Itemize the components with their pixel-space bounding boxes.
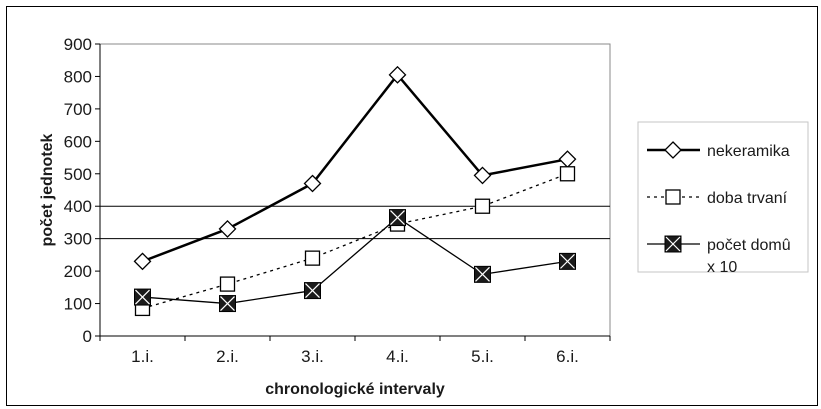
data-point-s3: [559, 252, 576, 270]
data-point-s2: [304, 250, 321, 266]
x-tick-label: 1.i.: [131, 347, 154, 366]
legend-label-3: x 10: [707, 259, 737, 276]
legend-label-3: počet domû: [707, 237, 791, 254]
data-point-s1: [218, 220, 237, 238]
data-point-s3: [219, 295, 236, 313]
data-point-s1: [558, 150, 577, 169]
y-tick-label: 200: [64, 262, 92, 281]
data-point-s2: [219, 276, 236, 292]
data-point-s1: [388, 65, 407, 84]
data-point-s1: [473, 166, 492, 185]
x-tick-label: 2.i.: [216, 347, 239, 366]
data-point-s3: [389, 209, 406, 227]
x-tick-label: 3.i.: [301, 347, 324, 366]
y-tick-label: 400: [64, 197, 92, 216]
data-point-s3: [134, 288, 151, 306]
y-tick-label: 900: [64, 35, 92, 54]
legend-marker-2: [665, 189, 681, 205]
y-tick-label: 100: [64, 295, 92, 314]
x-tick-label: 6.i.: [556, 347, 579, 366]
y-axis-title: počet jednotek: [39, 133, 56, 246]
legend-box: [637, 121, 809, 273]
series-line-1: [142, 72, 568, 263]
series-line-2: [142, 173, 568, 310]
y-tick-label: 0: [83, 327, 92, 346]
x-tick-label: 5.i.: [471, 347, 494, 366]
data-point-s2: [559, 166, 576, 182]
y-tick-label: 300: [64, 230, 92, 249]
data-point-s2: [474, 198, 491, 214]
y-tick-label: 500: [64, 165, 92, 184]
plot-area: [99, 43, 611, 337]
data-point-s3: [304, 282, 321, 300]
y-tick-label: 600: [64, 132, 92, 151]
legend-marker-1: [664, 141, 682, 159]
data-point-s1: [303, 174, 322, 193]
legend-marker-3: [664, 235, 682, 253]
x-axis-title: chronologické intervaly: [265, 381, 445, 398]
legend-label-2: doba trvaní: [707, 190, 788, 207]
data-point-s1: [133, 252, 152, 271]
y-tick-label: 800: [64, 67, 92, 86]
x-tick-label: 4.i.: [386, 347, 409, 366]
series-line-3: [142, 216, 568, 305]
legend-label-1: nekeramika: [707, 143, 790, 160]
data-point-s3: [474, 265, 491, 283]
y-tick-label: 700: [64, 100, 92, 119]
